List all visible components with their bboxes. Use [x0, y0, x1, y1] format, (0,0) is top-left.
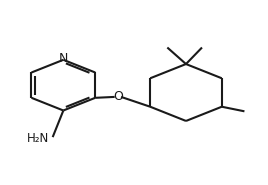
- Text: N: N: [59, 52, 68, 65]
- Text: O: O: [113, 90, 123, 103]
- Text: H₂N: H₂N: [27, 132, 49, 145]
